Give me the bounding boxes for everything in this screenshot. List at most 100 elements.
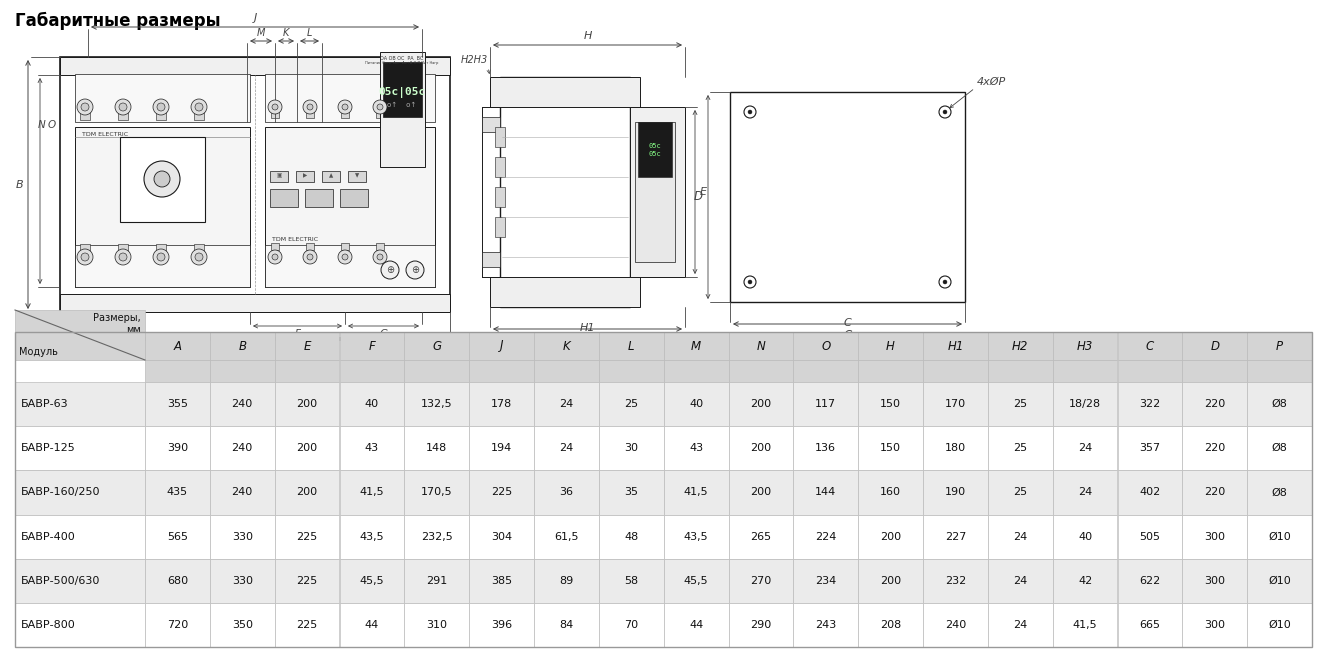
- Bar: [340, 470, 405, 514]
- Bar: [1182, 470, 1247, 514]
- Text: 390: 390: [167, 443, 188, 453]
- Bar: [1117, 470, 1182, 514]
- Text: H: H: [886, 340, 894, 353]
- Text: Ø10: Ø10: [1269, 532, 1291, 541]
- Text: 720: 720: [167, 620, 188, 630]
- Bar: [490, 77, 640, 107]
- Text: 200: 200: [296, 487, 317, 497]
- Text: 18/28: 18/28: [1070, 399, 1101, 409]
- Text: 24: 24: [559, 443, 573, 453]
- Bar: [490, 277, 640, 307]
- Text: 150: 150: [880, 399, 901, 409]
- Text: 24: 24: [1013, 620, 1027, 630]
- Bar: [533, 360, 598, 382]
- Bar: [987, 558, 1052, 603]
- Text: 200: 200: [296, 399, 317, 409]
- Circle shape: [191, 249, 207, 265]
- Circle shape: [342, 254, 348, 260]
- Circle shape: [307, 104, 313, 110]
- Bar: [405, 360, 470, 382]
- Bar: [145, 558, 210, 603]
- Bar: [118, 244, 127, 252]
- Bar: [598, 514, 664, 558]
- Circle shape: [154, 171, 170, 187]
- Text: Ø10: Ø10: [1269, 576, 1291, 586]
- Bar: [15, 514, 145, 558]
- Bar: [533, 426, 598, 470]
- Bar: [275, 558, 340, 603]
- Text: B: B: [239, 340, 247, 353]
- Bar: [664, 514, 729, 558]
- Bar: [76, 127, 249, 287]
- Bar: [1052, 360, 1117, 382]
- Text: 41,5: 41,5: [683, 487, 709, 497]
- Text: 200: 200: [880, 532, 901, 541]
- Bar: [265, 245, 435, 287]
- Text: 396: 396: [491, 620, 512, 630]
- Text: 117: 117: [815, 399, 836, 409]
- Bar: [859, 332, 924, 360]
- Text: N: N: [756, 340, 766, 353]
- Circle shape: [195, 103, 203, 111]
- Bar: [924, 382, 987, 426]
- Text: 24: 24: [1078, 487, 1092, 497]
- Bar: [76, 245, 249, 287]
- Bar: [664, 426, 729, 470]
- Circle shape: [81, 253, 89, 261]
- Text: 322: 322: [1140, 399, 1161, 409]
- Text: 225: 225: [296, 532, 317, 541]
- Bar: [269, 171, 288, 182]
- Text: H2: H2: [1013, 340, 1028, 353]
- Text: 402: 402: [1140, 487, 1161, 497]
- Text: C: C: [844, 329, 852, 342]
- Text: 58: 58: [624, 576, 638, 586]
- Bar: [305, 189, 333, 207]
- Bar: [275, 382, 340, 426]
- Text: TDM ELECTRIC: TDM ELECTRIC: [272, 237, 318, 242]
- Bar: [729, 360, 794, 382]
- Bar: [638, 122, 671, 177]
- Bar: [15, 558, 145, 603]
- Bar: [598, 426, 664, 470]
- Bar: [210, 426, 275, 470]
- Circle shape: [940, 106, 951, 118]
- Bar: [533, 603, 598, 647]
- Text: H1: H1: [580, 323, 596, 333]
- Bar: [157, 112, 166, 120]
- Bar: [794, 382, 859, 426]
- Text: ▼: ▼: [354, 173, 360, 179]
- Bar: [1117, 426, 1182, 470]
- Text: 43: 43: [365, 443, 380, 453]
- Bar: [275, 514, 340, 558]
- Bar: [987, 360, 1052, 382]
- Text: A: A: [174, 340, 182, 353]
- Bar: [924, 558, 987, 603]
- Bar: [145, 514, 210, 558]
- Circle shape: [268, 250, 283, 264]
- Text: L: L: [628, 340, 634, 353]
- Bar: [470, 382, 533, 426]
- Text: 44: 44: [689, 620, 703, 630]
- Text: N: N: [38, 120, 46, 130]
- Text: 41,5: 41,5: [360, 487, 385, 497]
- Circle shape: [373, 250, 387, 264]
- Circle shape: [748, 110, 752, 114]
- Circle shape: [81, 103, 89, 111]
- Bar: [1052, 382, 1117, 426]
- Text: 45,5: 45,5: [360, 576, 385, 586]
- Circle shape: [115, 99, 131, 115]
- Text: J: J: [253, 13, 256, 23]
- Bar: [664, 470, 729, 514]
- Text: 160: 160: [880, 487, 901, 497]
- Text: 136: 136: [815, 443, 836, 453]
- Ellipse shape: [549, 83, 580, 101]
- Text: Размеры,
мм: Размеры, мм: [93, 313, 141, 334]
- Text: 200: 200: [750, 399, 771, 409]
- Bar: [145, 603, 210, 647]
- Ellipse shape: [549, 283, 580, 301]
- Text: 150: 150: [880, 443, 901, 453]
- Text: 42: 42: [1078, 576, 1092, 586]
- Bar: [210, 360, 275, 382]
- Bar: [80, 244, 90, 252]
- Circle shape: [77, 249, 93, 265]
